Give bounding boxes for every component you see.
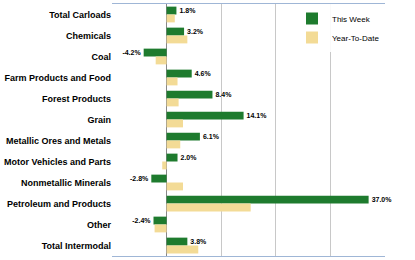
svg-text:6.1%: 6.1% xyxy=(203,133,220,140)
svg-text:-4.2%: -4.2% xyxy=(122,49,141,56)
svg-text:4.6%: 4.6% xyxy=(195,70,212,77)
svg-text:Total Intermodal: Total Intermodal xyxy=(42,241,111,251)
svg-text:14.1%: 14.1% xyxy=(247,112,268,119)
svg-text:Chemicals: Chemicals xyxy=(66,31,111,41)
svg-text:Grain: Grain xyxy=(87,115,111,125)
svg-text:Farm Products and Food: Farm Products and Food xyxy=(4,73,111,83)
svg-text:Coal: Coal xyxy=(91,52,111,62)
svg-text:1.8%: 1.8% xyxy=(179,7,196,14)
svg-text:Year-To-Date: Year-To-Date xyxy=(332,34,379,43)
svg-text:Forest Products: Forest Products xyxy=(42,94,111,104)
svg-text:8.4%: 8.4% xyxy=(215,91,232,98)
svg-text:-2.4%: -2.4% xyxy=(132,217,151,224)
svg-text:Other: Other xyxy=(87,220,112,230)
svg-text:This Week: This Week xyxy=(332,15,371,24)
svg-text:-2.8%: -2.8% xyxy=(130,175,149,182)
svg-text:3.2%: 3.2% xyxy=(187,28,204,35)
svg-text:Total Carloads: Total Carloads xyxy=(49,10,111,20)
svg-text:Petroleum and Products: Petroleum and Products xyxy=(7,199,111,209)
svg-text:3.8%: 3.8% xyxy=(190,238,207,245)
svg-text:2.0%: 2.0% xyxy=(181,154,198,161)
svg-text:Motor Vehicles and Parts: Motor Vehicles and Parts xyxy=(4,157,111,167)
svg-text:37.0%: 37.0% xyxy=(372,196,393,203)
svg-text:Nonmetallic Minerals: Nonmetallic Minerals xyxy=(21,178,111,188)
svg-text:Metallic Ores and Metals: Metallic Ores and Metals xyxy=(6,136,111,146)
